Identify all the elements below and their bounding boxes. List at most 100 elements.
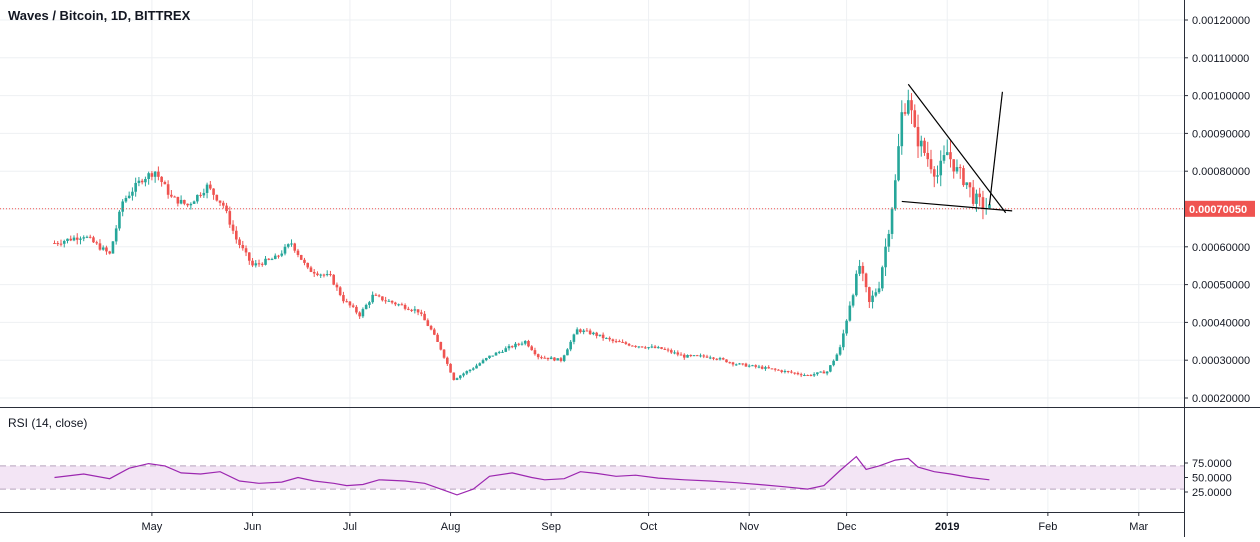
candle-body [890, 208, 894, 234]
candle-body [468, 369, 472, 372]
current-price-badge [1185, 200, 1255, 217]
candle-body [975, 193, 978, 204]
candle-body [913, 110, 917, 127]
candle-body [118, 211, 121, 229]
candle-body [764, 367, 767, 369]
candle-body [88, 236, 92, 238]
candle-body [962, 168, 965, 186]
candle-body [777, 369, 780, 371]
candle-body [348, 301, 352, 306]
candle-body [140, 180, 144, 183]
candle-body [845, 320, 848, 334]
candle-body [780, 370, 783, 372]
candle-body [59, 243, 63, 245]
candle-body [215, 194, 219, 201]
candle-body [69, 238, 73, 241]
candle-body [507, 346, 511, 349]
candle-body [293, 243, 297, 251]
candle-body [708, 357, 712, 359]
candle-body [855, 273, 858, 296]
candle-body [231, 224, 235, 231]
candle-body [309, 267, 313, 272]
candle-body [491, 355, 495, 357]
candle-body [407, 308, 410, 310]
candle-body [767, 367, 770, 369]
candle-body [650, 346, 654, 348]
candle-body [942, 155, 946, 161]
candle-body [244, 248, 248, 253]
candle-body [403, 304, 407, 309]
candle-body [166, 184, 170, 195]
price-tick-label: 0.00050000 [1192, 280, 1250, 292]
candle-body [62, 241, 66, 244]
candle-body [621, 341, 624, 343]
wedge-upper-trendline[interactable] [907, 83, 1007, 214]
rsi-band [0, 465, 1184, 490]
rsi-tick-label: 25.0000 [1192, 487, 1232, 499]
candle-body [228, 211, 232, 225]
candle-body [283, 246, 287, 254]
candle-body [861, 265, 865, 274]
candle-body [566, 349, 569, 356]
chart-title: Waves / Bitcoin, 1D, BITTREX [8, 8, 191, 23]
candle-body [796, 372, 800, 375]
candle-body [436, 334, 439, 342]
candle-body [517, 343, 521, 345]
candle-body [595, 332, 598, 336]
candle-body [374, 294, 378, 296]
candle-body [501, 351, 504, 353]
candle-body [864, 273, 868, 288]
candle-body [153, 171, 157, 177]
candle-body [127, 195, 131, 198]
candle-body [812, 374, 816, 376]
candle-body [718, 358, 722, 360]
candle-body [270, 259, 274, 261]
candle-body [351, 305, 355, 307]
candle-body [101, 247, 105, 250]
candle-body [569, 341, 572, 350]
rsi-line [54, 455, 990, 496]
candle-body [877, 288, 881, 293]
wedge-lower-trendline[interactable] [901, 200, 1013, 212]
candle-body [173, 196, 176, 198]
candle-body [546, 357, 550, 360]
candle-body [458, 375, 462, 379]
breakout-projection-line[interactable] [988, 91, 1004, 206]
candle-body [819, 371, 822, 373]
candle-body [192, 201, 196, 204]
candle-body [549, 357, 553, 360]
candle-body [361, 309, 365, 317]
candle-body [478, 363, 482, 366]
candle-body [75, 237, 79, 240]
price-tick-label: 0.00040000 [1192, 317, 1250, 329]
candle-body [559, 358, 563, 361]
candle-body [637, 346, 641, 348]
candle-body [676, 352, 680, 355]
candle-body [439, 341, 443, 350]
candle-body [543, 357, 546, 359]
candle-body [653, 346, 657, 349]
candle-body [189, 203, 193, 206]
candle-body [728, 362, 732, 364]
candle-body [608, 337, 611, 340]
candle-body [575, 329, 579, 335]
candle-body [95, 242, 99, 244]
candle-body [968, 182, 972, 188]
candle-body [342, 295, 345, 302]
candle-body [926, 152, 930, 160]
candle-body [290, 243, 293, 245]
candle-body [741, 363, 745, 365]
candle-body [699, 355, 702, 357]
candle-body [381, 296, 384, 301]
candle-body [848, 305, 852, 321]
candle-body [592, 332, 595, 335]
candle-body [634, 345, 637, 347]
time-tick-label: Feb [1038, 521, 1057, 533]
time-tick-label: Jul [343, 521, 357, 533]
time-tick-label: 2019 [935, 521, 959, 533]
candle-body [296, 250, 300, 255]
candle-body [316, 273, 319, 276]
candle-body [426, 320, 430, 326]
